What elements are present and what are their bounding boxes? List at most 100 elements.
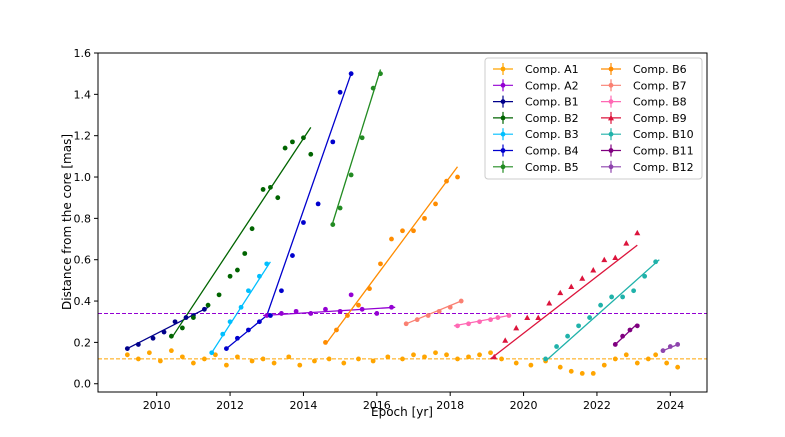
point-comp-b7 [458, 298, 464, 304]
point-comp-b9 [502, 337, 509, 343]
point-comp-b2 [242, 251, 248, 256]
point-comp-b4 [268, 313, 273, 318]
point-comp-a1 [466, 354, 471, 360]
point-comp-b10 [543, 356, 548, 362]
point-comp-b3 [238, 304, 244, 310]
point-comp-b6 [323, 339, 328, 345]
point-comp-b8 [506, 313, 512, 318]
point-comp-a1 [513, 360, 519, 366]
point-comp-a1 [179, 354, 185, 360]
point-comp-b1 [150, 335, 156, 341]
x-tick-label: 2020 [510, 399, 538, 412]
legend-marker [500, 148, 506, 153]
point-comp-a1 [326, 356, 332, 362]
fit-line-comp-b10 [545, 259, 660, 362]
point-comp-b9 [612, 254, 619, 261]
point-comp-a1 [455, 356, 460, 362]
point-comp-b10 [642, 273, 648, 279]
point-comp-a1 [157, 358, 163, 364]
point-comp-b2 [275, 195, 281, 201]
point-comp-b9 [535, 314, 542, 320]
point-comp-b2 [249, 226, 255, 232]
y-tick-label: 1.0 [74, 171, 92, 184]
point-comp-b4 [290, 253, 295, 258]
legend-item-comp-b10: Comp. B10 [601, 128, 694, 141]
legend-label: Comp. B1 [525, 96, 579, 109]
point-comp-b10 [565, 333, 570, 339]
point-comp-a1 [623, 352, 629, 358]
point-comp-a1 [190, 360, 196, 366]
x-tick-label: 2010 [143, 399, 171, 412]
legend-item-comp-b9: Comp. B9 [601, 111, 687, 125]
point-comp-b4 [330, 139, 336, 145]
point-comp-b6 [345, 313, 350, 318]
point-comp-b6 [367, 286, 372, 292]
point-comp-a2 [323, 306, 328, 312]
point-comp-b6 [378, 261, 383, 267]
point-comp-b4 [224, 346, 229, 351]
fit-line-comp-b11 [614, 323, 638, 345]
fit-line-comp-b4 [225, 73, 352, 350]
point-comp-a1 [653, 352, 659, 358]
point-comp-b3 [264, 261, 270, 267]
point-comp-b2 [235, 267, 240, 273]
point-comp-b11 [634, 323, 640, 329]
legend-label: Comp. B2 [525, 112, 579, 125]
point-comp-b10 [653, 259, 659, 265]
reference-lines [98, 312, 707, 360]
legend-label: Comp. B8 [633, 96, 687, 109]
y-tick-label: 0.4 [74, 295, 92, 308]
point-comp-b4 [301, 220, 306, 225]
point-comp-b7 [414, 317, 420, 323]
point-comp-b3 [257, 273, 262, 279]
point-comp-b6 [334, 327, 339, 333]
point-comp-a1 [444, 352, 449, 358]
point-comp-b6 [411, 228, 416, 234]
point-comp-b8 [488, 317, 493, 323]
point-comp-a1 [249, 358, 255, 364]
legend-label: Comp. B3 [525, 128, 579, 141]
legend-item-comp-b4: Comp. B4 [493, 144, 579, 158]
point-comp-b9 [623, 240, 630, 246]
legend-marker [500, 99, 506, 104]
point-comp-a1 [612, 356, 618, 362]
point-comp-a2 [374, 311, 380, 316]
point-comp-b5 [370, 85, 376, 91]
legend-marker [500, 66, 506, 72]
point-comp-a1 [212, 352, 218, 358]
legend-marker [608, 66, 614, 72]
x-tick-label: 2014 [289, 399, 317, 412]
point-comp-b8 [477, 319, 482, 325]
point-comp-b2 [168, 333, 174, 339]
point-comp-b9 [491, 353, 498, 360]
point-comp-a2 [264, 313, 270, 318]
point-comp-b5 [337, 205, 343, 211]
point-comp-a1 [568, 368, 574, 374]
point-comp-b1 [161, 329, 167, 335]
point-comp-a1 [411, 352, 416, 358]
point-comp-a1 [135, 356, 141, 362]
point-comp-b4 [235, 335, 240, 341]
point-comp-a1 [675, 364, 681, 370]
point-comp-a1 [477, 352, 482, 358]
legend-item-comp-a1: Comp. A1 [493, 63, 579, 76]
point-comp-a1 [370, 358, 376, 364]
point-comp-a1 [124, 352, 130, 358]
legend-marker [608, 131, 614, 137]
point-comp-a1 [224, 362, 229, 368]
point-comp-b3 [246, 288, 251, 294]
point-comp-a1 [528, 362, 534, 368]
legend-marker [500, 164, 506, 170]
point-comp-b3 [227, 319, 233, 325]
x-axis-label: Epoch [yr] [371, 405, 433, 419]
point-comp-b10 [554, 344, 559, 349]
legend-label: Comp. B11 [633, 145, 694, 158]
legend-label: Comp. B7 [633, 79, 687, 92]
y-tick-label: 0.2 [74, 336, 92, 349]
point-comp-b5 [348, 172, 354, 178]
y-axis: 0.0 0.2 0.4 0.6 0.8 1.0 1.2 1.4 1.6 [74, 47, 98, 391]
y-tick-label: 0.6 [74, 254, 92, 267]
fit-line-comp-b5 [332, 69, 382, 223]
point-comp-b12 [675, 342, 681, 347]
